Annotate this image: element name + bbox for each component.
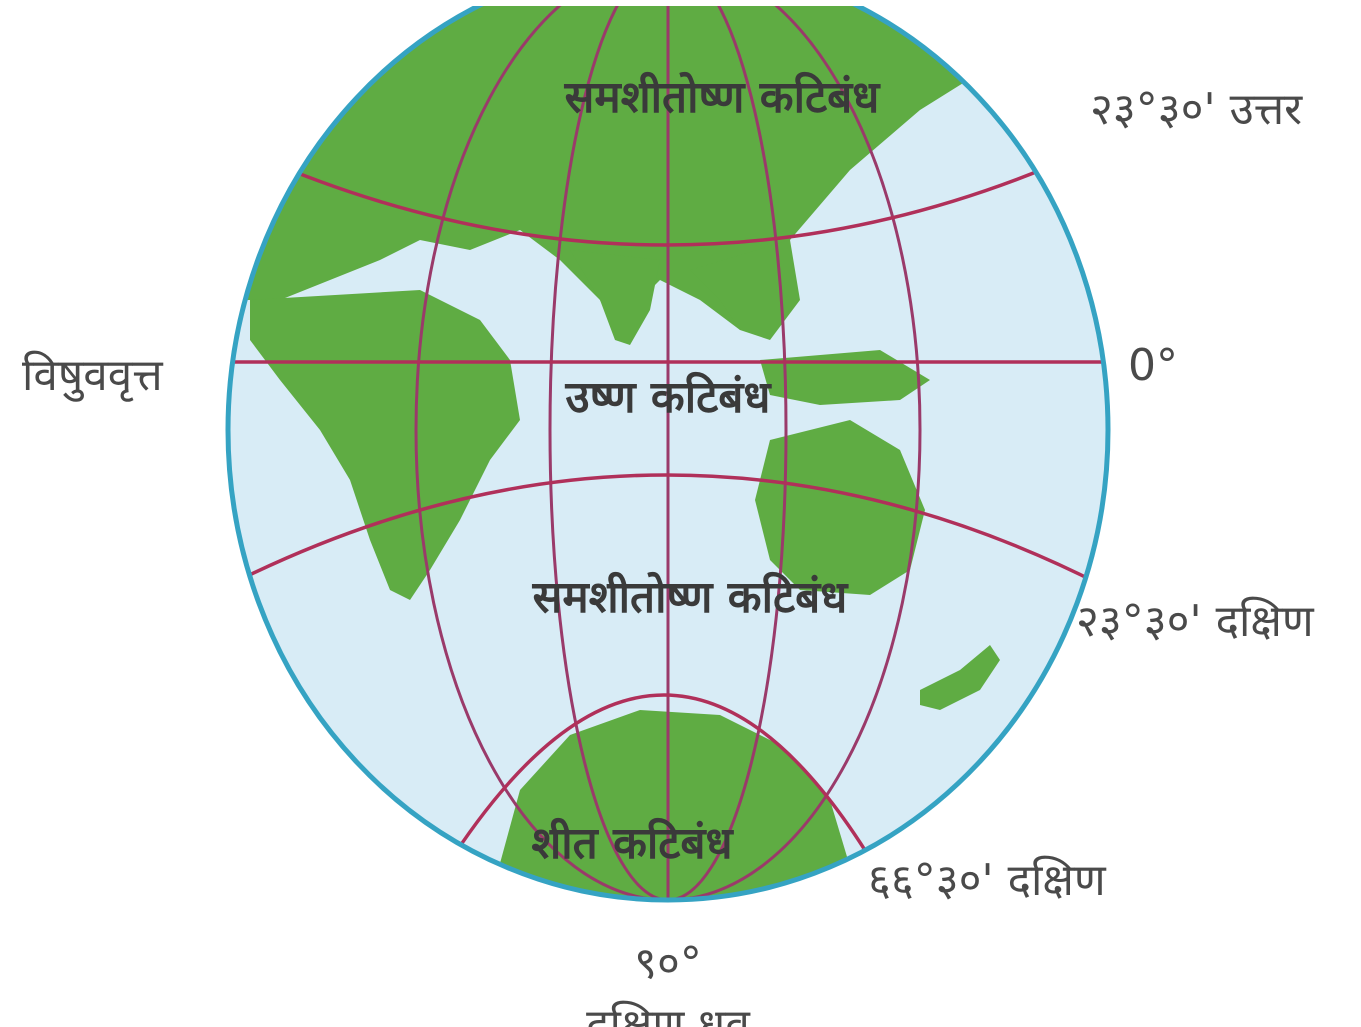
torrid-zone-label: उष्ण कटिबंध bbox=[565, 371, 773, 423]
antarctic-circle-label: ६६°३०' दक्षिण bbox=[868, 855, 1107, 906]
india-landmass bbox=[570, 250, 660, 345]
globe-outline bbox=[225, 0, 1111, 903]
eurasia-landmass bbox=[230, 0, 1000, 340]
top-crop-band bbox=[232, 0, 1000, 6]
new-zealand-landmass bbox=[920, 645, 1000, 710]
top-crop-strip bbox=[0, 0, 232, 36]
north-temperate-zone-label: समशीतोष्ण कटिबंध bbox=[564, 71, 882, 123]
tropic-of-capricorn-label: २३°३०' दक्षिण bbox=[1076, 596, 1315, 647]
tropic-of-capricorn-line bbox=[228, 473, 1108, 602]
top-crop-strip-right bbox=[1000, 0, 1361, 36]
tropic-of-cancer-line bbox=[228, 128, 1108, 247]
tropic-of-cancer-label: २३°३०' उत्तर bbox=[1090, 84, 1303, 135]
land-masses bbox=[230, 0, 1000, 900]
south-temperate-zone-label: समशीतोष्ण कटिबंध bbox=[532, 571, 850, 623]
frigid-zone-label: शीत कटिबंध bbox=[531, 817, 734, 869]
africa-landmass bbox=[250, 290, 520, 600]
antarctic-circle-line bbox=[418, 693, 902, 900]
equator-name-label: विषुववृत्त bbox=[22, 350, 164, 402]
equator-degree-label: 0° bbox=[1128, 340, 1178, 391]
latitude-lines bbox=[228, 128, 1108, 900]
meridian-lines bbox=[414, 0, 922, 900]
south-pole-name-label: दक्षिण ध्रुव bbox=[586, 1000, 751, 1027]
south-pole-degree-label: ९०° bbox=[634, 938, 702, 989]
southeast-asia-landmass bbox=[690, 240, 800, 340]
australia-landmass bbox=[755, 420, 925, 595]
